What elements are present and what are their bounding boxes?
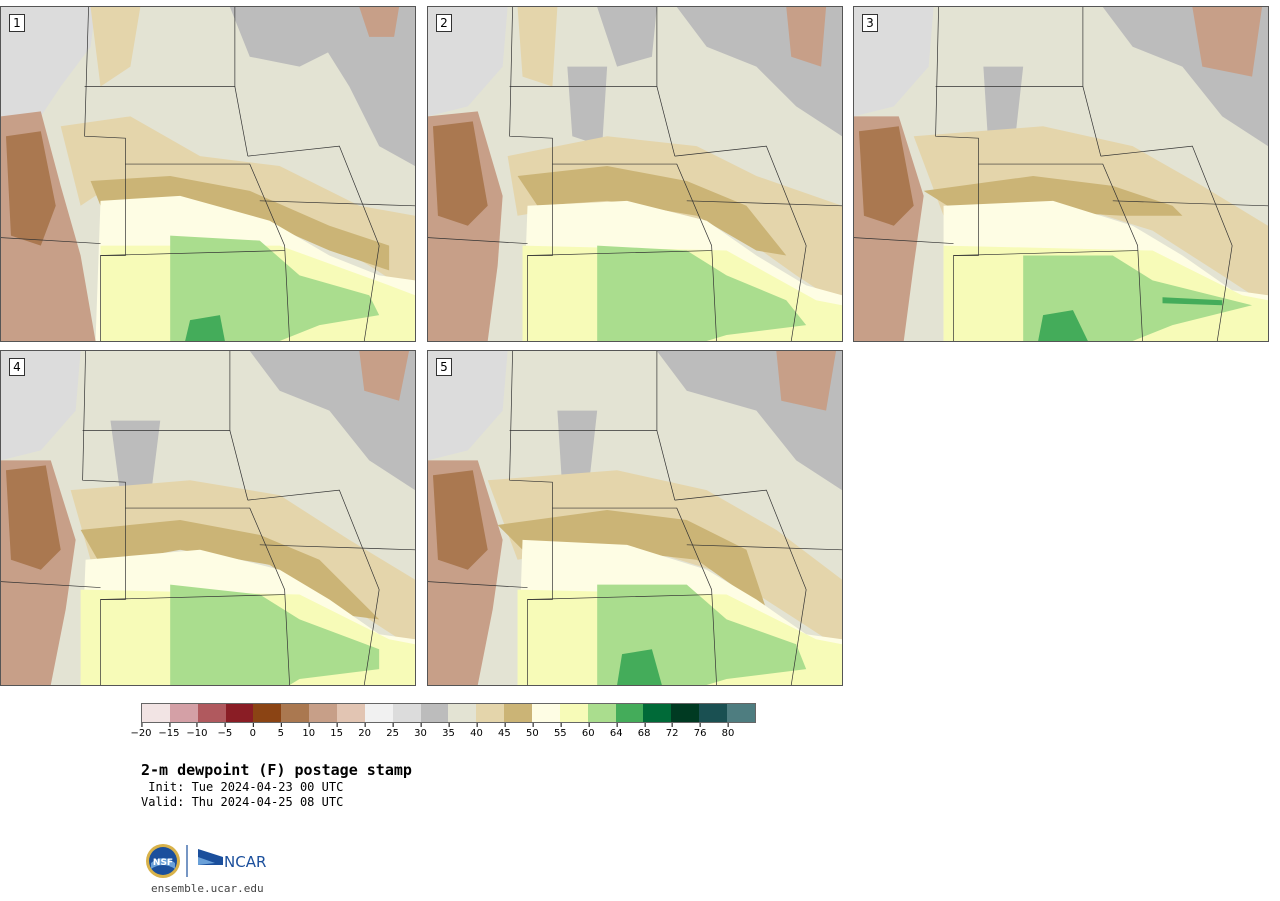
dewpoint-map-2 [428,7,842,341]
svg-text:NSF: NSF [153,858,173,868]
panel-number: 4 [9,358,25,376]
colorbar-tick-label: 10 [302,723,316,739]
stamp-panel-1: 1 [0,6,416,342]
colorbar-swatch [727,704,755,722]
panel-number: 3 [862,14,878,32]
colorbar-swatch [643,704,672,722]
colorbar-tick-label: 0 [249,723,256,739]
nsf-ncar-logo: NSF NCAR [146,844,266,878]
colorbar-tick-label: 60 [581,723,595,739]
colorbar-swatch [448,704,477,722]
colorbar-swatch [337,704,365,722]
colorbar-swatch [699,704,728,722]
dewpoint-map-5 [428,351,842,685]
ncar-logo-icon: NCAR [198,849,266,871]
colorbar-tick-label: 55 [553,723,567,739]
colorbar-swatch [559,704,588,722]
svg-text:NCAR: NCAR [224,853,266,871]
colorbar-tick-label: 20 [358,723,371,739]
colorbar-tick-label: 64 [609,723,623,739]
colorbar-tick-label: 50 [525,723,539,739]
chart-title: 2-m dewpoint (F) postage stamp [141,761,412,779]
panel-number: 1 [9,14,25,32]
colorbar-tick-label: 80 [721,723,735,739]
colorbar-swatch [281,704,310,722]
colorbar [141,703,756,723]
colorbar-tick-label: 30 [414,723,427,739]
stamp-panel-5: 5 [427,350,843,686]
stamp-panel-2: 2 [427,6,843,342]
stamp-panel-4: 4 [0,350,416,686]
colorbar-tick-label: 45 [498,723,511,739]
valid-time: Valid: Thu 2024-04-25 08 UTC [141,795,344,809]
colorbar-tick-label: 40 [470,723,483,739]
colorbar-ticks: −20 −15 −10 −5 0 5 10 15 20 25 30 35 40 45 50 55 60 64 68 7… [130,723,756,743]
init-time: Init: Tue 2024-04-23 00 UTC [141,780,344,794]
colorbar-swatch [169,704,198,722]
colorbar-tick-label: 72 [665,723,679,739]
colorbar-swatch [671,704,700,722]
colorbar-swatch [587,704,616,722]
nsf-logo-icon: NSF [146,844,180,878]
colorbar-tick-label: 35 [442,723,455,739]
colorbar-swatch [225,704,254,722]
colorbar-swatch [309,704,338,722]
colorbar-tick-label: 25 [386,723,399,739]
colorbar-tick-label: 5 [277,723,284,739]
colorbar-swatch [364,704,393,722]
colorbar-swatch [253,704,282,722]
colorbar-swatch [532,704,560,722]
colorbar-swatch [197,704,226,722]
stamp-panel-3: 3 [853,6,1269,342]
website-link[interactable]: ensemble.ucar.edu [151,882,264,895]
dewpoint-map-3 [854,7,1268,341]
colorbar-tick-label: −15 [158,723,180,739]
panel-number: 2 [436,14,452,32]
colorbar-swatch [142,704,170,722]
colorbar-swatch [504,704,533,722]
colorbar-tick-label: −5 [217,723,233,739]
colorbar-swatch [476,704,505,722]
colorbar-swatch [615,704,644,722]
dewpoint-map-1 [1,7,415,341]
colorbar-tick-label: −10 [186,723,208,739]
panel-number: 5 [436,358,452,376]
colorbar-tick-label: 68 [637,723,651,739]
dewpoint-map-4 [1,351,415,685]
colorbar-tick-label: 76 [693,723,707,739]
colorbar-tick-label: 15 [330,723,344,739]
colorbar-tick-label: −20 [130,723,152,739]
colorbar-swatch [420,704,449,722]
colorbar-swatch [392,704,421,722]
